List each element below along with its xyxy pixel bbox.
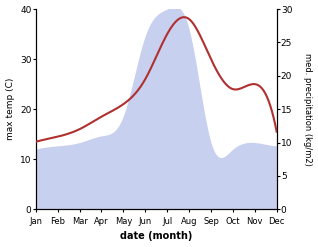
X-axis label: date (month): date (month) xyxy=(120,231,192,242)
Y-axis label: max temp (C): max temp (C) xyxy=(5,78,15,140)
Y-axis label: med. precipitation (kg/m2): med. precipitation (kg/m2) xyxy=(303,53,313,165)
